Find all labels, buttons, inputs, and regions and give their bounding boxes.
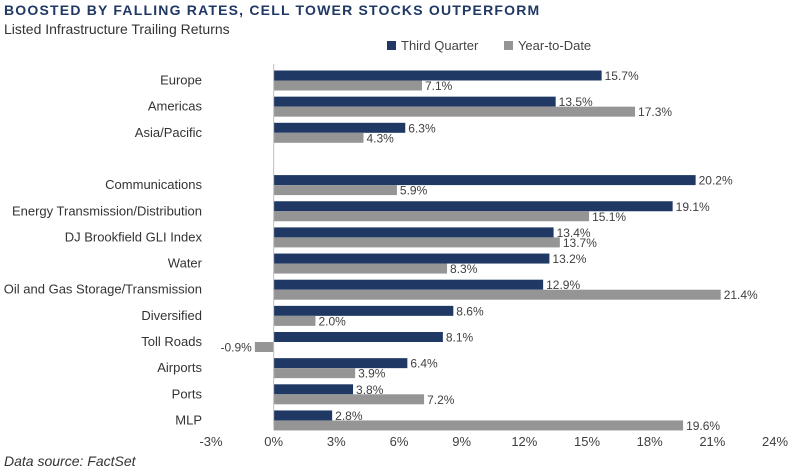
x-tick-label-9: 9% bbox=[452, 434, 471, 449]
data-source-note: Data source: FactSet bbox=[4, 453, 136, 469]
category-label-diversified: Diversified bbox=[141, 308, 202, 323]
data-label-year-to-date-oil-and-gas-storage-transmission: 21.4% bbox=[724, 288, 758, 302]
legend-swatch-third-quarter bbox=[387, 41, 396, 50]
bar-year-to-date-water bbox=[273, 263, 448, 274]
bar-third-quarter-ports bbox=[273, 384, 354, 395]
bar-third-quarter-water bbox=[273, 253, 550, 264]
x-tick-label-18: 18% bbox=[637, 434, 663, 449]
bar-year-to-date-diversified bbox=[273, 315, 316, 326]
bar-third-quarter-diversified bbox=[273, 305, 454, 316]
legend-item-year-to-date: Year-to-Date bbox=[503, 38, 592, 53]
data-label-third-quarter-ports: 3.8% bbox=[356, 383, 384, 397]
x-tick-label-21: 21% bbox=[699, 434, 725, 449]
bar-third-quarter-asia-pacific bbox=[273, 122, 406, 133]
data-label-third-quarter-energy-transmission-distribution: 19.1% bbox=[676, 200, 710, 214]
legend: Third Quarter Year-to-Date bbox=[387, 38, 613, 53]
bar-year-to-date-europe bbox=[273, 80, 422, 91]
data-label-third-quarter-dj-brookfield-gli-index: 13.4% bbox=[557, 226, 591, 240]
bar-third-quarter-energy-transmission-distribution bbox=[273, 201, 673, 212]
data-label-year-to-date-energy-transmission-distribution: 15.1% bbox=[592, 210, 626, 224]
chart-title: BOOSTED BY FALLING RATES, CELL TOWER STO… bbox=[4, 2, 541, 18]
x-tick-label-15: 15% bbox=[574, 434, 600, 449]
bar-year-to-date-mlp bbox=[273, 420, 684, 431]
legend-label-year-to-date: Year-to-Date bbox=[517, 38, 592, 53]
bar-third-quarter-oil-and-gas-storage-transmission bbox=[273, 279, 544, 290]
bar-year-to-date-americas bbox=[273, 106, 636, 117]
data-label-year-to-date-asia-pacific: 4.3% bbox=[366, 131, 394, 145]
data-label-third-quarter-airports: 6.4% bbox=[410, 357, 438, 371]
x-tick-label-6: 6% bbox=[390, 434, 409, 449]
category-label-europe: Europe bbox=[160, 73, 202, 88]
data-label-third-quarter-toll-roads: 8.1% bbox=[446, 331, 474, 345]
legend-item-third-quarter: Third Quarter bbox=[387, 38, 478, 53]
category-label-ports: Ports bbox=[172, 386, 203, 401]
x-tick-label-24: 24% bbox=[762, 434, 788, 449]
data-label-third-quarter-communications: 20.2% bbox=[699, 174, 733, 188]
bar-third-quarter-mlp bbox=[273, 410, 333, 421]
category-label-toll-roads: Toll Roads bbox=[141, 334, 202, 349]
data-label-year-to-date-mlp: 19.6% bbox=[686, 419, 720, 433]
category-label-americas: Americas bbox=[148, 99, 203, 114]
data-label-year-to-date-europe: 7.1% bbox=[425, 79, 453, 93]
data-label-third-quarter-mlp: 2.8% bbox=[335, 409, 363, 423]
category-label-communications: Communications bbox=[105, 177, 202, 192]
data-label-third-quarter-diversified: 8.6% bbox=[456, 304, 484, 318]
x-tick-label-3: 3% bbox=[327, 434, 346, 449]
category-label-oil-and-gas-storage-transmission: Oil and Gas Storage/Transmission bbox=[4, 282, 202, 297]
bar-third-quarter-dj-brookfield-gli-index bbox=[273, 227, 554, 238]
data-label-year-to-date-toll-roads: -0.9% bbox=[221, 341, 253, 355]
bar-third-quarter-airports bbox=[273, 358, 408, 369]
bar-third-quarter-communications bbox=[273, 175, 696, 186]
chart-subtitle: Listed Infrastructure Trailing Returns bbox=[4, 21, 230, 37]
bar-year-to-date-oil-and-gas-storage-transmission bbox=[273, 289, 721, 300]
x-tick-label-0: 0% bbox=[264, 434, 283, 449]
data-label-third-quarter-asia-pacific: 6.3% bbox=[408, 121, 436, 135]
data-label-year-to-date-water: 8.3% bbox=[450, 262, 478, 276]
bar-year-to-date-dj-brookfield-gli-index bbox=[273, 237, 560, 248]
data-label-year-to-date-americas: 17.3% bbox=[638, 105, 672, 119]
category-label-dj-brookfield-gli-index: DJ Brookfield GLI Index bbox=[65, 229, 203, 244]
bar-year-to-date-asia-pacific bbox=[273, 132, 364, 143]
category-label-asia-pacific: Asia/Pacific bbox=[135, 125, 203, 140]
data-label-year-to-date-communications: 5.9% bbox=[400, 184, 428, 198]
x-tick-label-3: -3% bbox=[199, 434, 223, 449]
bar-year-to-date-airports bbox=[273, 368, 356, 379]
data-label-third-quarter-oil-and-gas-storage-transmission: 12.9% bbox=[546, 278, 580, 292]
data-label-year-to-date-airports: 3.9% bbox=[358, 367, 386, 381]
data-label-year-to-date-dj-brookfield-gli-index: 13.7% bbox=[563, 236, 597, 250]
data-label-third-quarter-americas: 13.5% bbox=[559, 95, 593, 109]
legend-swatch-year-to-date bbox=[503, 41, 513, 50]
bar-third-quarter-americas bbox=[273, 96, 556, 107]
category-label-mlp: MLP bbox=[175, 412, 202, 427]
bar-third-quarter-europe bbox=[273, 70, 602, 81]
data-label-third-quarter-water: 13.2% bbox=[552, 252, 586, 266]
category-label-airports: Airports bbox=[157, 360, 202, 375]
bar-year-to-date-energy-transmission-distribution bbox=[273, 211, 590, 222]
data-label-year-to-date-diversified: 2.0% bbox=[318, 314, 346, 328]
bar-year-to-date-toll-roads bbox=[254, 342, 274, 352]
x-tick-label-12: 12% bbox=[511, 434, 537, 449]
legend-label-third-quarter: Third Quarter bbox=[401, 38, 479, 53]
data-label-third-quarter-europe: 15.7% bbox=[605, 69, 639, 83]
category-label-water: Water bbox=[168, 256, 203, 271]
category-label-energy-transmission-distribution: Energy Transmission/Distribution bbox=[12, 203, 202, 218]
bar-year-to-date-ports bbox=[273, 394, 425, 405]
bar-third-quarter-toll-roads bbox=[273, 332, 443, 342]
bar-year-to-date-communications bbox=[273, 185, 397, 196]
data-label-year-to-date-ports: 7.2% bbox=[427, 393, 455, 407]
